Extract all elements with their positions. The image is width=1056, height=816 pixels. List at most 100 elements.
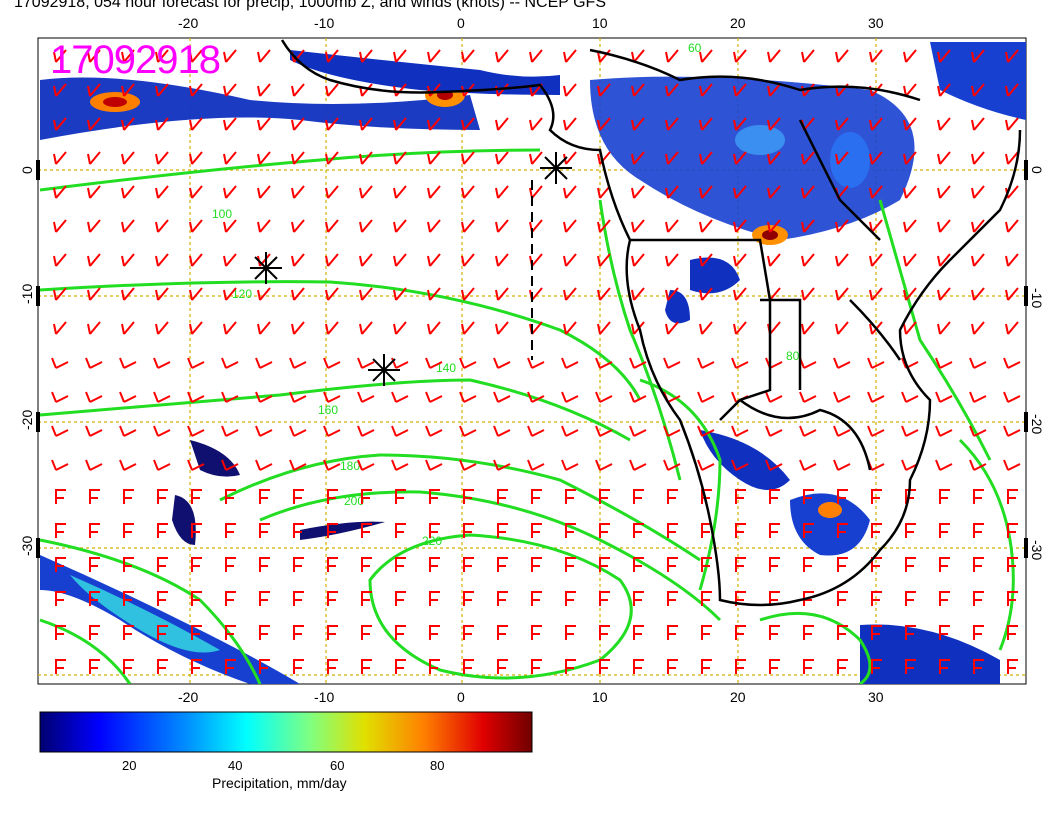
wind-barb (429, 659, 440, 674)
wind-barb (1007, 591, 1018, 606)
wind-barb (191, 659, 202, 674)
wind-barb (799, 391, 817, 403)
wind-barb (1005, 321, 1019, 335)
wind-barb (665, 185, 679, 199)
wind-barb (531, 523, 542, 538)
wind-barb (1005, 253, 1019, 267)
wind-barb (53, 253, 67, 267)
wind-barb (835, 117, 849, 131)
wind-barb (257, 219, 271, 233)
wind-barb (799, 459, 817, 471)
wind-barb (801, 49, 815, 63)
wind-barb (597, 49, 611, 63)
wind-barb (871, 591, 882, 606)
wind-barb (767, 83, 781, 97)
wind-barb (971, 287, 985, 301)
wind-barb (187, 459, 205, 471)
wind-barb (969, 425, 987, 437)
wind-barb (699, 185, 713, 199)
wind-barb (767, 151, 781, 165)
wind-barb (429, 557, 440, 572)
wind-barb (837, 659, 848, 674)
wind-barb (531, 591, 542, 606)
wind-barb (153, 459, 171, 471)
wind-barb (259, 591, 270, 606)
wind-barb (665, 151, 679, 165)
wind-barb (939, 659, 950, 674)
wind-barb (361, 489, 372, 504)
wind-barb (969, 391, 987, 403)
wind-barb (55, 489, 66, 504)
wind-barb (563, 219, 577, 233)
wind-barb (189, 287, 203, 301)
wind-barb (225, 523, 236, 538)
wind-barb (121, 151, 135, 165)
wind-barb (599, 489, 610, 504)
asterisk-marker-1 (250, 252, 282, 284)
wind-barb (871, 625, 882, 640)
wind-barb (765, 459, 783, 471)
wind-barb (429, 625, 440, 640)
wind-barb (633, 557, 644, 572)
contour-label: 200 (344, 494, 364, 508)
wind-barb (801, 151, 815, 165)
wind-barb (291, 185, 305, 199)
lat-tick-left: -20 (19, 410, 35, 430)
wind-barb (255, 357, 273, 369)
wind-barb (259, 659, 270, 674)
wind-barb (629, 425, 647, 437)
wind-barb (1003, 357, 1021, 369)
wind-barb (699, 321, 713, 335)
wind-barb (459, 425, 477, 437)
wind-barb (905, 557, 916, 572)
wind-barb (87, 117, 101, 131)
wind-barb (221, 459, 239, 471)
wind-barb (427, 253, 441, 267)
wind-barb (529, 117, 543, 131)
wind-barb (255, 425, 273, 437)
wind-barb (665, 83, 679, 97)
wind-barb (1007, 625, 1018, 640)
wind-barb (905, 591, 916, 606)
wind-barb (595, 425, 613, 437)
wind-barb (461, 117, 475, 131)
colorbar-tick: 40 (228, 758, 243, 773)
wind-barb (121, 219, 135, 233)
wind-barb (391, 459, 409, 471)
wind-barb (497, 591, 508, 606)
wind-barb (427, 49, 441, 63)
wind-barb (495, 151, 509, 165)
wind-barb (51, 357, 69, 369)
wind-barb (461, 219, 475, 233)
wind-barb (833, 425, 851, 437)
station-markers (250, 152, 572, 386)
wind-barb (123, 625, 134, 640)
wind-barb (155, 287, 169, 301)
wind-barb (155, 49, 169, 63)
wind-barb (733, 185, 747, 199)
wind-barb (51, 459, 69, 471)
wind-barb (191, 625, 202, 640)
wind-barb (971, 321, 985, 335)
wind-barb (595, 391, 613, 403)
wind-barb (629, 391, 647, 403)
wind-barb (733, 321, 747, 335)
wind-barb (225, 625, 236, 640)
wind-barb (357, 391, 375, 403)
wind-barb (153, 425, 171, 437)
wind-barb (837, 625, 848, 640)
wind-barb (599, 659, 610, 674)
wind-barb (937, 219, 951, 233)
wind-barb (361, 523, 372, 538)
wind-barb (939, 591, 950, 606)
wind-barb (359, 253, 373, 267)
wind-barb (393, 321, 407, 335)
wind-barb (395, 557, 406, 572)
wind-barb (153, 391, 171, 403)
wind-barb (155, 83, 169, 97)
wind-barb (937, 151, 951, 165)
frame-ticks (36, 160, 1028, 558)
wind-barb (735, 557, 746, 572)
wind-barb (563, 321, 577, 335)
wind-barb (393, 253, 407, 267)
